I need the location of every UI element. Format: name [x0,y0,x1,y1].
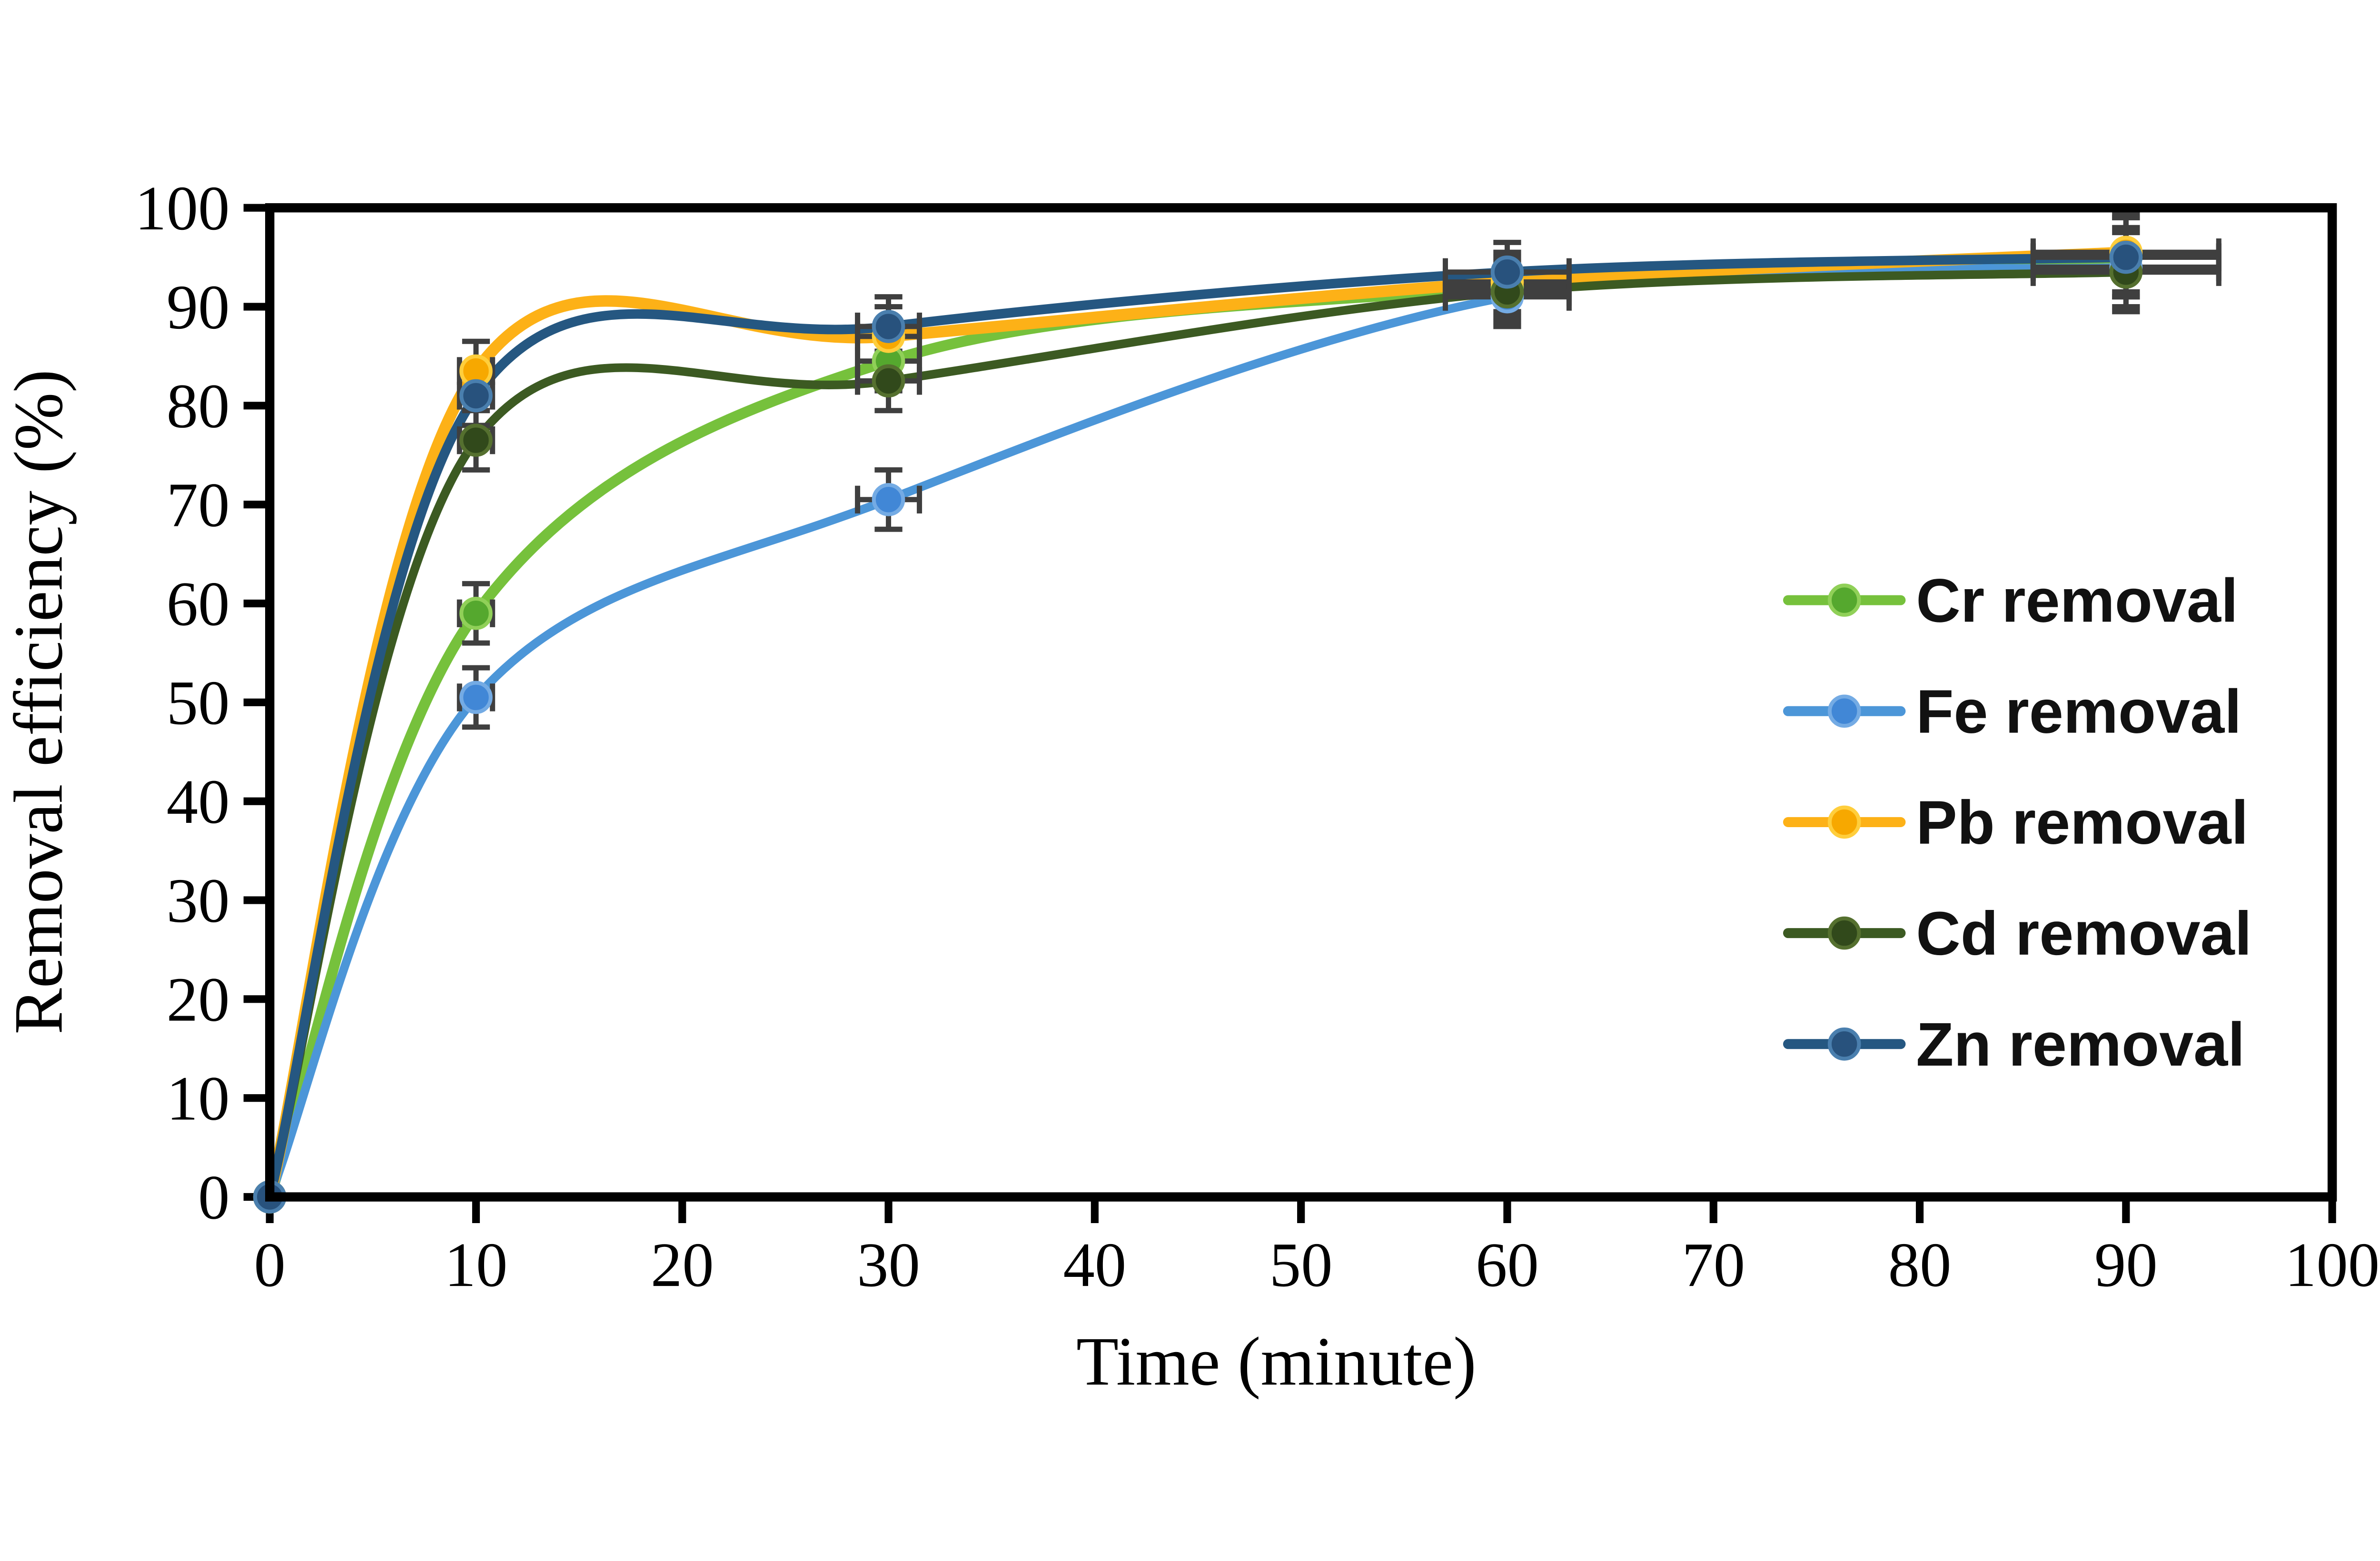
legend-marker [1827,694,1861,728]
legend-marker [1827,805,1861,839]
x-tick-label: 30 [857,1230,920,1300]
marker-cr [459,596,493,630]
legend: Cr removal Fe removal Pb removal Cd removal… [1783,566,2252,1079]
marker-zn [2109,240,2143,274]
y-tick-label: 50 [167,668,230,738]
legend-label: Zn removal [1916,1010,2245,1079]
legend-item-cr: Cr removal [1783,566,2238,635]
marker-cd [872,364,905,398]
y-tick-label: 90 [167,272,230,342]
marker-zn [1490,255,1524,289]
legend-item-pb: Pb removal [1783,789,2248,857]
x-tick-label: 70 [1682,1230,1745,1300]
marker-zn [459,379,493,413]
legend-marker [1827,583,1861,617]
x-tick-label: 20 [651,1230,714,1300]
marker-zn [872,310,905,343]
legend-item-zn: Zn removal [1783,1010,2245,1079]
marker-fe [872,483,905,516]
y-axis-title: Removal efficiency (%) [0,369,77,1034]
legend-label: Pb removal [1916,789,2248,857]
plot-frame [265,203,2337,1202]
x-tick-label: 100 [2285,1230,2380,1300]
marker-fe [459,681,493,714]
legend-marker [1827,916,1861,950]
legend-item-fe: Fe removal [1783,678,2241,746]
y-tick-label: 40 [167,767,230,837]
y-tick-label: 20 [167,965,230,1035]
marker-cd [459,424,493,457]
x-axis-title: Time (minute) [1076,1323,1477,1400]
legend-item-cd: Cd removal [1783,899,2252,968]
x-tick-label: 90 [2094,1230,2158,1300]
y-tick-label: 70 [167,470,230,540]
legend-label: Cr removal [1916,566,2238,635]
y-tick-label: 60 [167,569,230,639]
x-tick-label: 0 [254,1230,286,1300]
x-tick-label: 40 [1063,1230,1126,1300]
y-tick-label: 30 [167,866,230,936]
y-tick-label: 0 [198,1162,229,1232]
x-tick-label: 10 [445,1230,508,1300]
y-tick-label: 10 [167,1063,230,1133]
x-tick-label: 80 [1888,1230,1952,1300]
x-tick-label: 50 [1269,1230,1333,1300]
axis-tick-labels: 0 10 20 30 40 50 60 70 80 90 100 0 10 20 30 40 50 60 70 80 9… [135,173,2380,1300]
legend-marker [1827,1027,1861,1061]
y-tick-label: 100 [135,173,229,243]
x-tick-label: 60 [1476,1230,1539,1300]
y-tick-label: 80 [167,371,230,441]
legend-label: Cd removal [1916,899,2251,968]
legend-label: Fe removal [1916,678,2241,746]
